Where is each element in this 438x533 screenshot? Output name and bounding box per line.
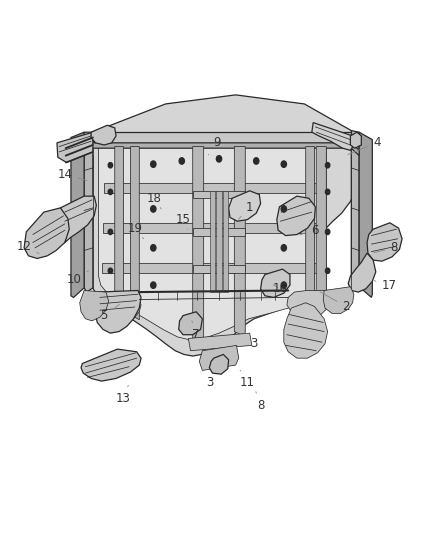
Text: 19: 19 bbox=[127, 222, 144, 239]
Polygon shape bbox=[323, 287, 354, 313]
Circle shape bbox=[254, 158, 259, 164]
Circle shape bbox=[179, 158, 184, 164]
Polygon shape bbox=[104, 183, 325, 193]
Polygon shape bbox=[188, 333, 252, 351]
Polygon shape bbox=[193, 191, 245, 198]
Text: 3: 3 bbox=[244, 332, 258, 350]
Polygon shape bbox=[82, 95, 360, 356]
Polygon shape bbox=[60, 196, 96, 243]
Circle shape bbox=[108, 268, 113, 273]
Polygon shape bbox=[210, 191, 215, 292]
Polygon shape bbox=[93, 132, 351, 143]
Polygon shape bbox=[99, 147, 326, 340]
Circle shape bbox=[108, 163, 113, 168]
Polygon shape bbox=[193, 228, 245, 236]
Polygon shape bbox=[95, 290, 141, 333]
Polygon shape bbox=[97, 292, 141, 326]
Polygon shape bbox=[193, 147, 204, 345]
Text: 13: 13 bbox=[116, 385, 131, 405]
Circle shape bbox=[325, 268, 330, 273]
Polygon shape bbox=[316, 147, 326, 296]
Text: 5: 5 bbox=[101, 304, 120, 322]
Circle shape bbox=[216, 156, 222, 162]
Circle shape bbox=[151, 206, 156, 212]
Polygon shape bbox=[103, 223, 323, 233]
Text: 3: 3 bbox=[202, 370, 213, 389]
Text: 8: 8 bbox=[374, 241, 398, 254]
Polygon shape bbox=[367, 223, 402, 261]
Polygon shape bbox=[179, 312, 202, 335]
Polygon shape bbox=[115, 147, 124, 317]
Polygon shape bbox=[24, 208, 72, 259]
Polygon shape bbox=[84, 132, 93, 292]
Text: 2: 2 bbox=[320, 292, 350, 313]
Text: 14: 14 bbox=[57, 168, 87, 181]
Circle shape bbox=[281, 161, 286, 167]
Polygon shape bbox=[84, 143, 359, 156]
Polygon shape bbox=[81, 349, 141, 381]
Polygon shape bbox=[351, 131, 359, 290]
Circle shape bbox=[325, 163, 330, 168]
Text: 15: 15 bbox=[176, 213, 191, 229]
Polygon shape bbox=[350, 132, 361, 148]
Polygon shape bbox=[199, 345, 239, 370]
Circle shape bbox=[281, 282, 286, 288]
Circle shape bbox=[281, 245, 286, 251]
Text: 1: 1 bbox=[238, 201, 254, 219]
Polygon shape bbox=[229, 191, 261, 221]
Text: 9: 9 bbox=[208, 136, 221, 155]
Text: 6: 6 bbox=[300, 224, 318, 237]
Circle shape bbox=[108, 229, 113, 235]
Text: 16: 16 bbox=[273, 282, 288, 295]
Circle shape bbox=[151, 161, 156, 167]
Text: 8: 8 bbox=[256, 392, 264, 411]
Text: 18: 18 bbox=[147, 192, 162, 209]
Text: 11: 11 bbox=[240, 370, 255, 389]
Polygon shape bbox=[284, 303, 328, 358]
Circle shape bbox=[281, 206, 286, 212]
Polygon shape bbox=[102, 263, 321, 273]
Polygon shape bbox=[71, 132, 84, 297]
Polygon shape bbox=[209, 354, 229, 374]
Polygon shape bbox=[131, 147, 139, 320]
Text: 17: 17 bbox=[374, 279, 396, 292]
Polygon shape bbox=[359, 132, 372, 297]
Polygon shape bbox=[348, 253, 376, 292]
Text: 4: 4 bbox=[348, 136, 381, 155]
Polygon shape bbox=[216, 191, 222, 292]
Polygon shape bbox=[91, 125, 116, 145]
Circle shape bbox=[325, 189, 330, 195]
Text: 10: 10 bbox=[67, 271, 88, 286]
Polygon shape bbox=[193, 265, 245, 273]
Text: 12: 12 bbox=[17, 240, 39, 254]
Polygon shape bbox=[57, 132, 93, 163]
Polygon shape bbox=[234, 147, 245, 337]
Circle shape bbox=[325, 229, 330, 235]
Circle shape bbox=[108, 189, 113, 195]
Polygon shape bbox=[287, 290, 333, 322]
Polygon shape bbox=[277, 196, 315, 236]
Circle shape bbox=[151, 282, 156, 288]
Polygon shape bbox=[261, 269, 290, 297]
Polygon shape bbox=[312, 123, 354, 150]
Circle shape bbox=[151, 245, 156, 251]
Text: 7: 7 bbox=[192, 321, 200, 341]
Polygon shape bbox=[306, 147, 314, 301]
Polygon shape bbox=[80, 290, 109, 321]
Polygon shape bbox=[223, 191, 228, 292]
